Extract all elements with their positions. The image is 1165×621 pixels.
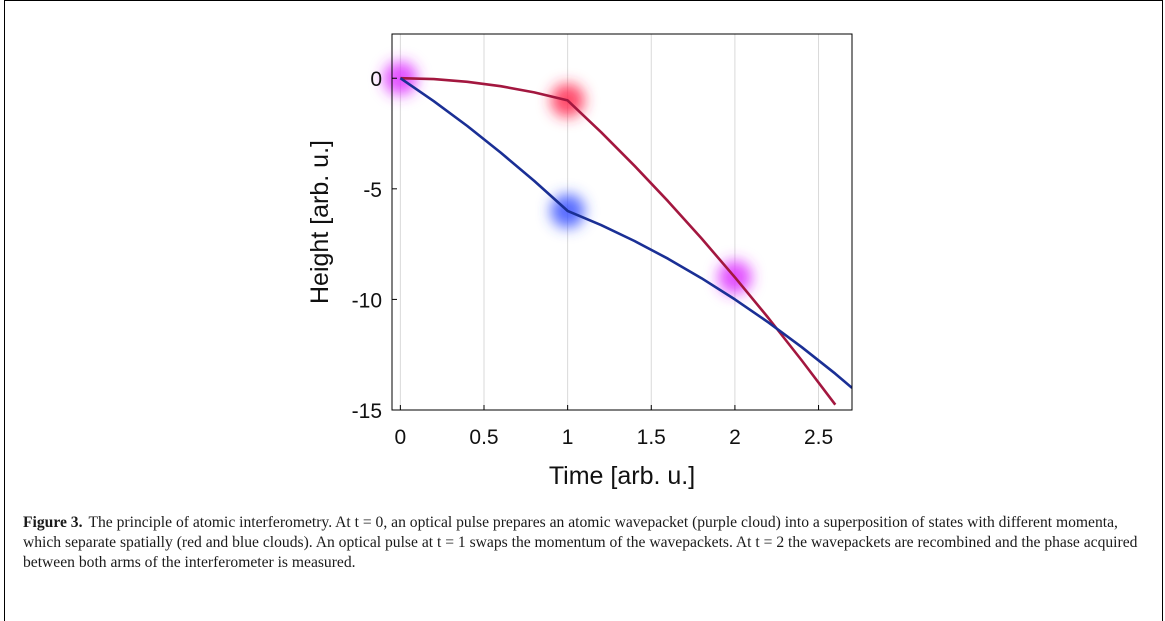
red-trajectory-line	[400, 76, 837, 406]
x-axis-label: Time [arb. u.]	[549, 462, 695, 490]
x-tick-label: 0	[395, 426, 407, 449]
tick-layer: 0 0.5 1 1.5 2 2.5 0 -5 -10 -15	[352, 68, 834, 449]
x-tick-label: 0.5	[469, 426, 498, 449]
y-tick-label: -5	[363, 179, 382, 202]
grid-layer	[399, 34, 820, 410]
x-tick-label: 2.5	[804, 426, 833, 449]
series-layer	[399, 76, 852, 406]
y-tick-label: 0	[370, 68, 382, 91]
figure-caption: Figure 3. The principle of atomic interfe…	[23, 513, 1148, 573]
y-axis-label: Height [arb. u.]	[306, 140, 334, 304]
plot-frame	[391, 33, 853, 411]
caption-label: Figure 3.	[23, 514, 83, 531]
x-tick-label: 1.5	[637, 426, 666, 449]
figure-frame-right	[1162, 0, 1163, 621]
y-tick-label: -10	[352, 289, 382, 312]
y-tick-label: -15	[352, 400, 382, 423]
caption-text: The principle of atomic interferometry. …	[23, 514, 1138, 571]
figure-frame-top	[4, 0, 1162, 4]
x-tick-label: 2	[729, 426, 741, 449]
interferometry-chart: 0 0.5 1 1.5 2 2.5 0 -5 -10 -15 Time [arb. u.] Hei…	[306, 33, 853, 490]
blue-trajectory-line	[399, 77, 852, 389]
figure-frame-left	[4, 0, 5, 621]
x-tick-label: 1	[562, 426, 574, 449]
